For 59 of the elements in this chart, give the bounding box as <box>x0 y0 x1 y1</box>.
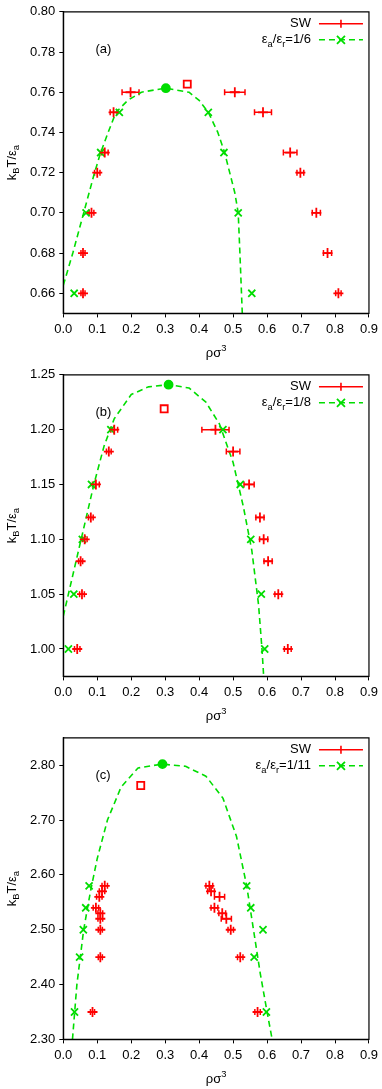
x-tick-label: 0.2 <box>122 1046 141 1062</box>
x-tick-label: 0.4 <box>190 320 209 336</box>
y-tick-label: 1.10 <box>29 530 56 546</box>
x-tick-label: 0.2 <box>122 320 141 336</box>
y-tick-label: 0.72 <box>29 164 56 180</box>
x-tick-label: 0.1 <box>88 1046 107 1062</box>
x-tick-label: 0.6 <box>258 320 277 336</box>
legend-label: SW <box>290 378 312 394</box>
x-tick-label: 0.0 <box>54 683 73 699</box>
y-tick-label: 1.00 <box>29 640 56 656</box>
x-tick-label: 0.8 <box>325 683 345 699</box>
x-tick-label: 0.5 <box>224 683 243 699</box>
x-tick-label: 0.1 <box>88 683 107 699</box>
y-tick-label: 1.05 <box>29 585 56 601</box>
x-tick-label: 0.1 <box>88 320 107 336</box>
x-tick-label: 0.5 <box>224 1046 243 1062</box>
y-tick-label: 2.30 <box>29 1030 56 1046</box>
x-tick-label: 0.7 <box>292 1046 311 1062</box>
y-tick-label: 0.70 <box>29 204 56 220</box>
annotation: (a) <box>95 41 112 57</box>
x-tick-label: 0.4 <box>190 1046 209 1062</box>
annotation: (c) <box>95 767 111 783</box>
y-tick-label: 2.50 <box>29 921 56 937</box>
y-tick-label: 0.80 <box>29 3 56 19</box>
y-tick-label: 2.60 <box>29 866 56 882</box>
y-tick-label: 2.80 <box>29 756 56 772</box>
y-tick-label: 1.15 <box>29 476 56 492</box>
y-tick-label: 0.74 <box>29 124 56 140</box>
x-tick-label: 0.8 <box>325 1046 345 1062</box>
x-tick-label: 0.0 <box>54 320 73 336</box>
y-tick-label: 1.20 <box>29 421 56 437</box>
y-tick-label: 0.76 <box>29 83 56 99</box>
x-tick-label: 0.4 <box>190 683 209 699</box>
x-tick-label: 0.0 <box>54 1046 73 1062</box>
x-tick-label: 0.7 <box>292 320 311 336</box>
legend-label: SW <box>290 15 312 31</box>
y-tick-label: 2.40 <box>29 976 56 992</box>
y-tick-label: 0.78 <box>29 43 56 59</box>
x-tick-label: 0.6 <box>258 1046 277 1062</box>
annotation: (b) <box>95 404 112 420</box>
y-tick-label: 0.66 <box>29 284 56 300</box>
x-tick-label: 0.8 <box>325 320 345 336</box>
x-tick-label: 0.2 <box>122 683 141 699</box>
y-axis-title: kBT/εa <box>3 870 22 907</box>
x-tick-label: 0.9 <box>359 1046 378 1062</box>
x-tick-label: 0.9 <box>359 683 378 699</box>
x-tick-label: 0.7 <box>292 683 311 699</box>
y-tick-label: 1.25 <box>29 366 56 382</box>
x-tick-label: 0.3 <box>156 1046 175 1062</box>
y-tick-label: 2.70 <box>29 811 56 827</box>
y-tick-label: 0.68 <box>29 244 56 260</box>
legend-label: SW <box>290 741 312 757</box>
x-tick-label: 0.9 <box>359 320 378 336</box>
y-axis-title: kBT/εa <box>3 507 22 544</box>
y-axis-title: kBT/εa <box>3 144 22 181</box>
x-tick-label: 0.6 <box>258 683 277 699</box>
x-tick-label: 0.3 <box>156 683 175 699</box>
x-tick-label: 0.3 <box>156 320 175 336</box>
x-tick-label: 0.5 <box>224 320 243 336</box>
